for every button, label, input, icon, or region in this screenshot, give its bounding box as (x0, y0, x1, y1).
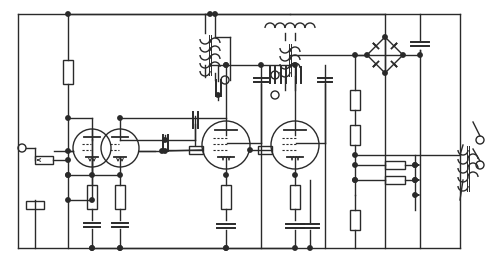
Circle shape (66, 173, 70, 177)
Circle shape (90, 246, 94, 250)
Bar (385, 161, 405, 169)
Circle shape (248, 148, 252, 152)
Circle shape (90, 173, 94, 177)
Circle shape (118, 173, 122, 177)
Circle shape (163, 149, 167, 153)
Circle shape (353, 153, 357, 157)
Bar (350, 90, 360, 110)
Circle shape (293, 246, 297, 250)
Bar (87, 185, 97, 209)
Bar (115, 185, 125, 209)
Circle shape (163, 138, 167, 142)
Circle shape (365, 53, 369, 57)
Circle shape (66, 158, 70, 162)
Bar (221, 185, 231, 209)
Circle shape (90, 198, 94, 202)
Circle shape (413, 178, 417, 182)
Bar (26, 201, 44, 209)
Circle shape (224, 63, 228, 67)
Circle shape (413, 163, 417, 167)
Circle shape (353, 178, 357, 182)
Circle shape (353, 53, 357, 57)
Circle shape (353, 178, 357, 182)
Circle shape (118, 116, 122, 120)
Circle shape (413, 178, 417, 182)
Circle shape (353, 163, 357, 167)
Circle shape (401, 53, 405, 57)
Bar (258, 146, 272, 154)
Circle shape (413, 193, 417, 197)
Circle shape (383, 71, 387, 75)
Circle shape (213, 12, 217, 16)
Bar (350, 125, 360, 145)
Circle shape (224, 173, 228, 177)
Circle shape (66, 149, 70, 153)
Bar (189, 146, 203, 154)
Bar (63, 60, 73, 84)
Circle shape (160, 149, 164, 153)
Bar (385, 176, 405, 184)
Circle shape (208, 12, 212, 16)
Circle shape (118, 246, 122, 250)
Circle shape (413, 163, 417, 167)
Circle shape (293, 63, 297, 67)
Circle shape (224, 246, 228, 250)
Circle shape (66, 12, 70, 16)
Bar (350, 210, 360, 230)
Circle shape (66, 198, 70, 202)
Bar (290, 185, 300, 209)
Circle shape (216, 93, 220, 97)
Circle shape (224, 246, 228, 250)
Circle shape (90, 246, 94, 250)
Circle shape (293, 173, 297, 177)
Circle shape (259, 63, 263, 67)
Circle shape (66, 116, 70, 120)
Bar (35, 156, 53, 164)
Circle shape (118, 246, 122, 250)
Circle shape (418, 53, 422, 57)
Circle shape (308, 246, 312, 250)
Circle shape (224, 63, 228, 67)
Circle shape (66, 173, 70, 177)
Circle shape (383, 35, 387, 39)
